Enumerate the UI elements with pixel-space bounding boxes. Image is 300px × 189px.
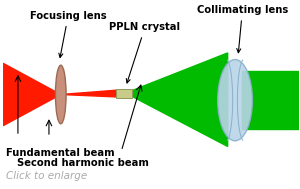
Text: Click to enlarge: Click to enlarge	[6, 171, 87, 181]
Text: Collimating lens: Collimating lens	[197, 5, 288, 53]
Ellipse shape	[56, 65, 66, 124]
Text: Fundamental beam: Fundamental beam	[6, 148, 115, 158]
Ellipse shape	[218, 60, 252, 141]
Text: Second harmonic beam: Second harmonic beam	[17, 158, 149, 168]
Text: PPLN crystal: PPLN crystal	[110, 22, 180, 83]
Polygon shape	[242, 71, 298, 129]
Polygon shape	[133, 53, 228, 146]
Bar	[116, 89, 132, 98]
Polygon shape	[3, 63, 117, 126]
Text: Focusing lens: Focusing lens	[30, 11, 106, 57]
